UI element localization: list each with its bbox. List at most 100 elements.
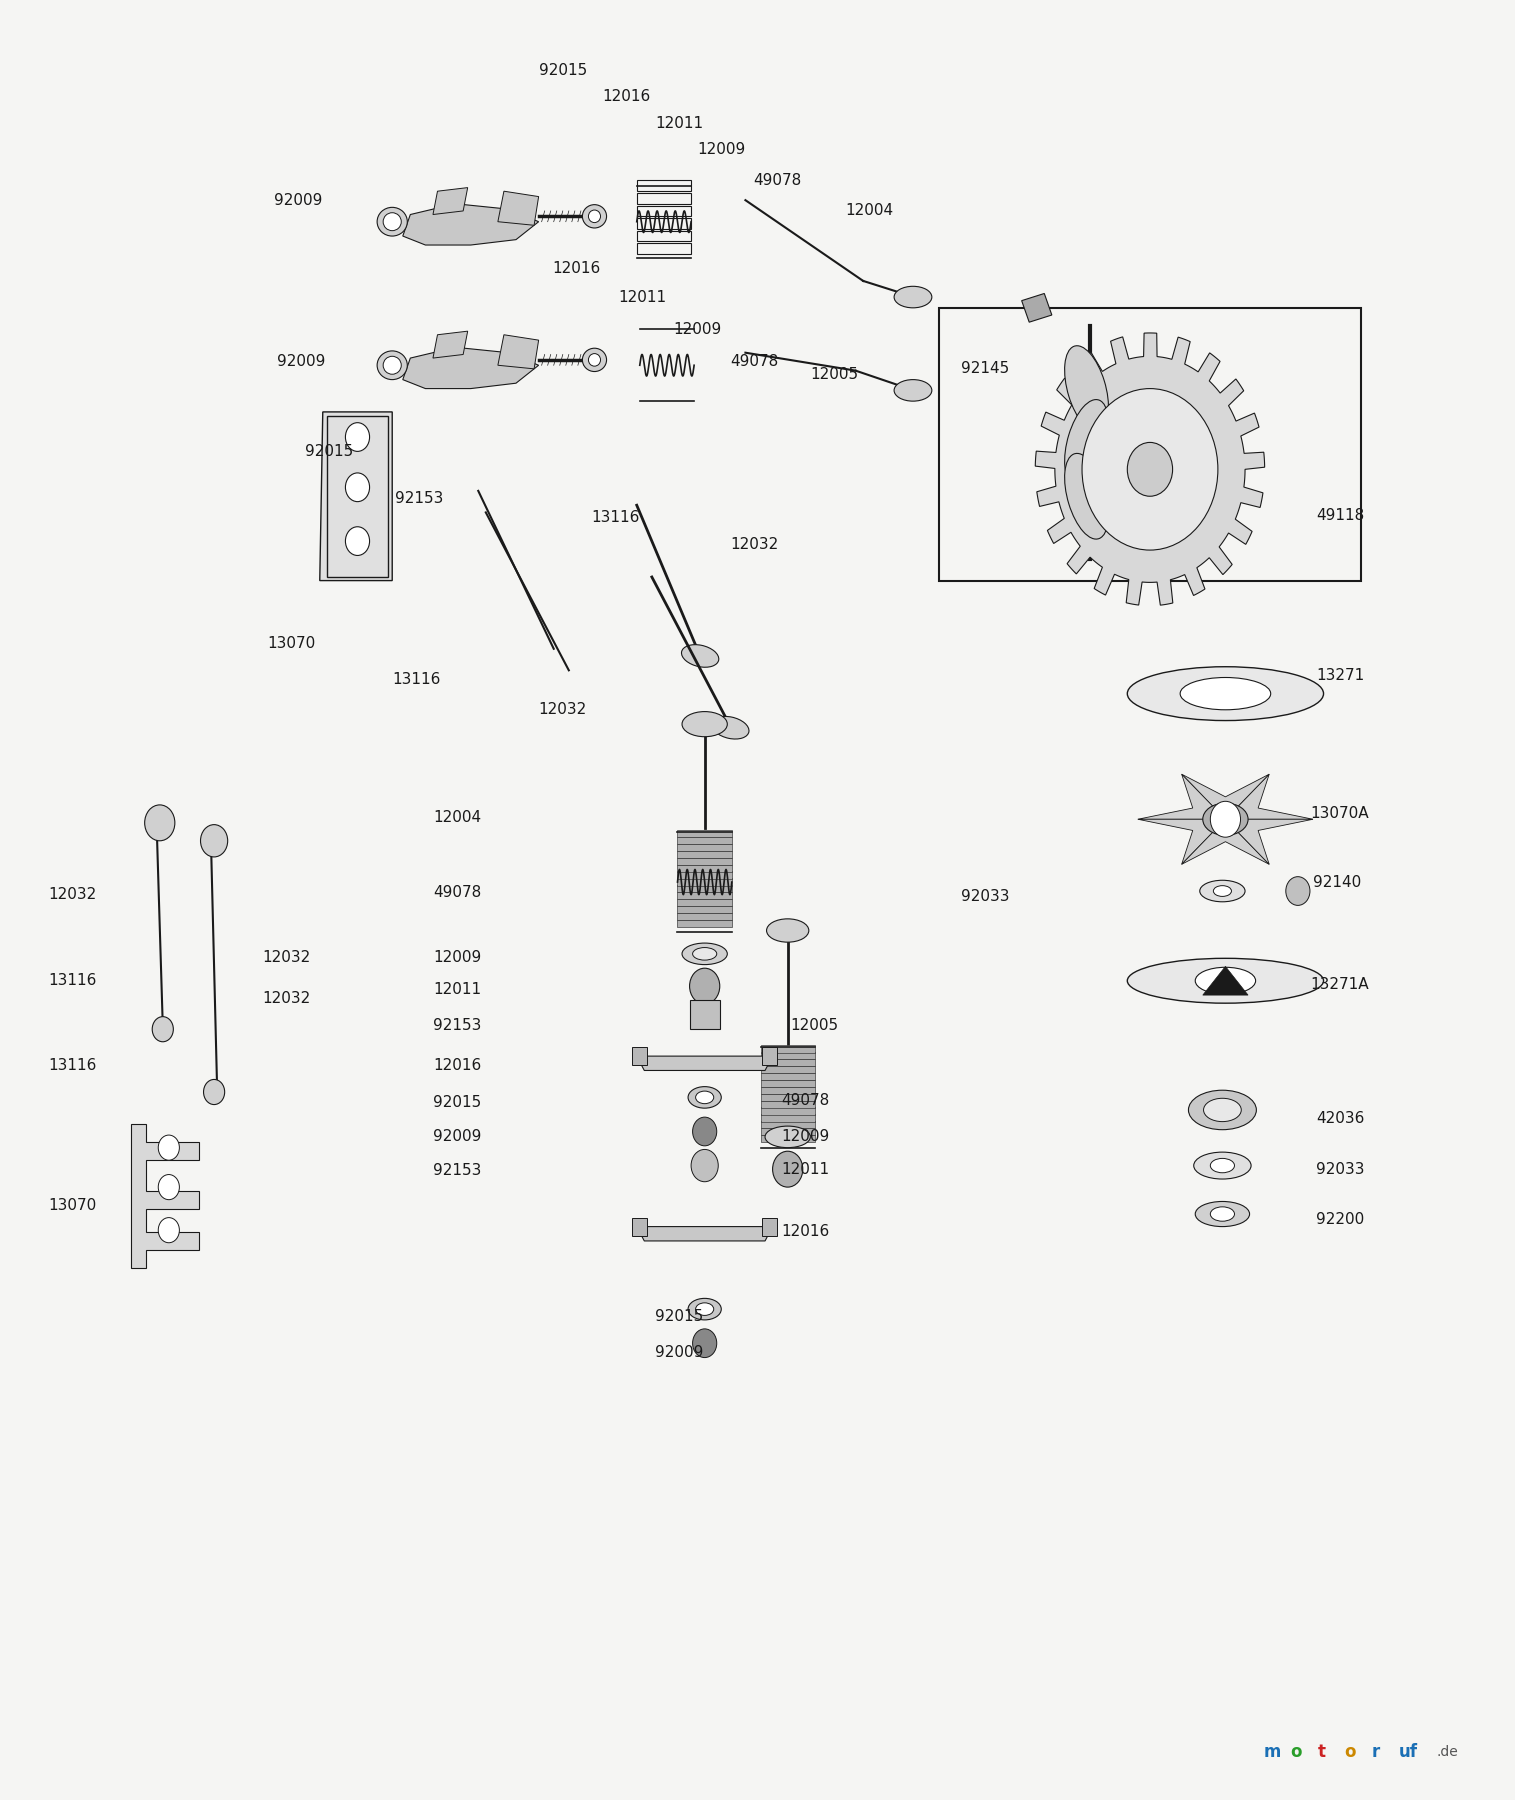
Circle shape — [152, 1017, 173, 1042]
Text: 92009: 92009 — [433, 1129, 482, 1145]
Polygon shape — [761, 1087, 815, 1094]
Ellipse shape — [582, 347, 606, 371]
Text: 12005: 12005 — [791, 1019, 839, 1033]
Text: 49078: 49078 — [782, 1093, 830, 1109]
Text: 92145: 92145 — [962, 362, 1009, 376]
Polygon shape — [761, 1136, 815, 1143]
Polygon shape — [498, 335, 539, 369]
Polygon shape — [761, 1073, 815, 1080]
Polygon shape — [762, 1048, 777, 1066]
Circle shape — [1210, 801, 1241, 837]
Text: 92033: 92033 — [962, 889, 1011, 904]
Ellipse shape — [695, 1303, 714, 1316]
Circle shape — [158, 1175, 179, 1199]
Polygon shape — [1138, 819, 1226, 864]
Text: 12009: 12009 — [433, 950, 482, 965]
Polygon shape — [761, 1107, 815, 1114]
Circle shape — [1127, 443, 1173, 497]
Text: r: r — [1373, 1744, 1380, 1762]
Ellipse shape — [1194, 1152, 1251, 1179]
Text: 92015: 92015 — [654, 1309, 703, 1323]
Text: 12032: 12032 — [539, 702, 586, 716]
Ellipse shape — [765, 1127, 811, 1148]
Text: 13116: 13116 — [591, 509, 639, 526]
Text: 13070A: 13070A — [1310, 806, 1368, 821]
Text: 92009: 92009 — [277, 355, 326, 369]
Ellipse shape — [1203, 803, 1248, 835]
Text: 12011: 12011 — [782, 1161, 830, 1177]
Text: 92153: 92153 — [395, 491, 444, 506]
Text: 12016: 12016 — [551, 261, 600, 275]
Polygon shape — [632, 1217, 647, 1235]
Ellipse shape — [1210, 1159, 1235, 1174]
Polygon shape — [761, 1066, 815, 1073]
Polygon shape — [1226, 819, 1314, 864]
Text: 13070: 13070 — [267, 635, 315, 652]
Polygon shape — [677, 857, 732, 864]
Ellipse shape — [894, 380, 932, 401]
Ellipse shape — [688, 1298, 721, 1319]
Circle shape — [203, 1080, 224, 1105]
Ellipse shape — [1065, 454, 1109, 538]
Text: o: o — [1291, 1744, 1301, 1762]
Polygon shape — [762, 1217, 777, 1235]
Polygon shape — [761, 1053, 815, 1060]
Ellipse shape — [1210, 1206, 1235, 1220]
Text: 12011: 12011 — [433, 983, 482, 997]
Ellipse shape — [712, 716, 748, 740]
Circle shape — [158, 1136, 179, 1161]
Polygon shape — [677, 905, 732, 913]
Text: .de: .de — [1436, 1746, 1459, 1759]
Text: 12004: 12004 — [845, 203, 894, 218]
Text: 92200: 92200 — [1317, 1211, 1364, 1228]
Text: 12032: 12032 — [48, 887, 97, 902]
Polygon shape — [677, 913, 732, 920]
Text: 13271: 13271 — [1317, 668, 1364, 684]
Ellipse shape — [695, 1091, 714, 1103]
Text: 49078: 49078 — [433, 886, 482, 900]
Ellipse shape — [682, 943, 727, 965]
Text: 12032: 12032 — [730, 536, 779, 553]
Text: 13116: 13116 — [48, 974, 97, 988]
Polygon shape — [433, 187, 468, 214]
Text: t: t — [1318, 1744, 1326, 1762]
Text: 12011: 12011 — [618, 290, 667, 304]
Bar — [689, 1001, 720, 1030]
Ellipse shape — [1214, 886, 1232, 896]
Polygon shape — [1203, 967, 1248, 995]
Polygon shape — [677, 893, 732, 900]
Text: 12009: 12009 — [782, 1129, 830, 1145]
Polygon shape — [636, 1226, 773, 1240]
Polygon shape — [1182, 819, 1270, 864]
Polygon shape — [761, 1094, 815, 1102]
Text: 12011: 12011 — [654, 115, 703, 131]
Circle shape — [1286, 877, 1310, 905]
Text: 12016: 12016 — [433, 1058, 482, 1073]
Text: 12005: 12005 — [811, 367, 859, 382]
Circle shape — [773, 1152, 803, 1188]
Text: 49078: 49078 — [753, 173, 801, 187]
Text: 12016: 12016 — [601, 88, 650, 104]
Polygon shape — [677, 837, 732, 844]
Ellipse shape — [377, 207, 408, 236]
Text: 12009: 12009 — [697, 142, 745, 157]
Polygon shape — [677, 878, 732, 886]
Text: 12004: 12004 — [433, 810, 482, 824]
Circle shape — [158, 1217, 179, 1242]
Circle shape — [689, 968, 720, 1004]
Polygon shape — [1021, 293, 1051, 322]
Circle shape — [692, 1118, 717, 1147]
Ellipse shape — [894, 286, 932, 308]
Text: 92015: 92015 — [305, 445, 353, 459]
Ellipse shape — [682, 644, 718, 668]
Ellipse shape — [1195, 1201, 1250, 1226]
Text: 12032: 12032 — [262, 950, 311, 965]
Text: 49078: 49078 — [730, 355, 779, 369]
Ellipse shape — [1200, 880, 1245, 902]
Ellipse shape — [1127, 666, 1324, 720]
Ellipse shape — [1195, 967, 1256, 994]
Text: 13271A: 13271A — [1310, 977, 1368, 992]
Ellipse shape — [1188, 1091, 1256, 1130]
Polygon shape — [632, 1048, 647, 1066]
Circle shape — [345, 527, 370, 556]
